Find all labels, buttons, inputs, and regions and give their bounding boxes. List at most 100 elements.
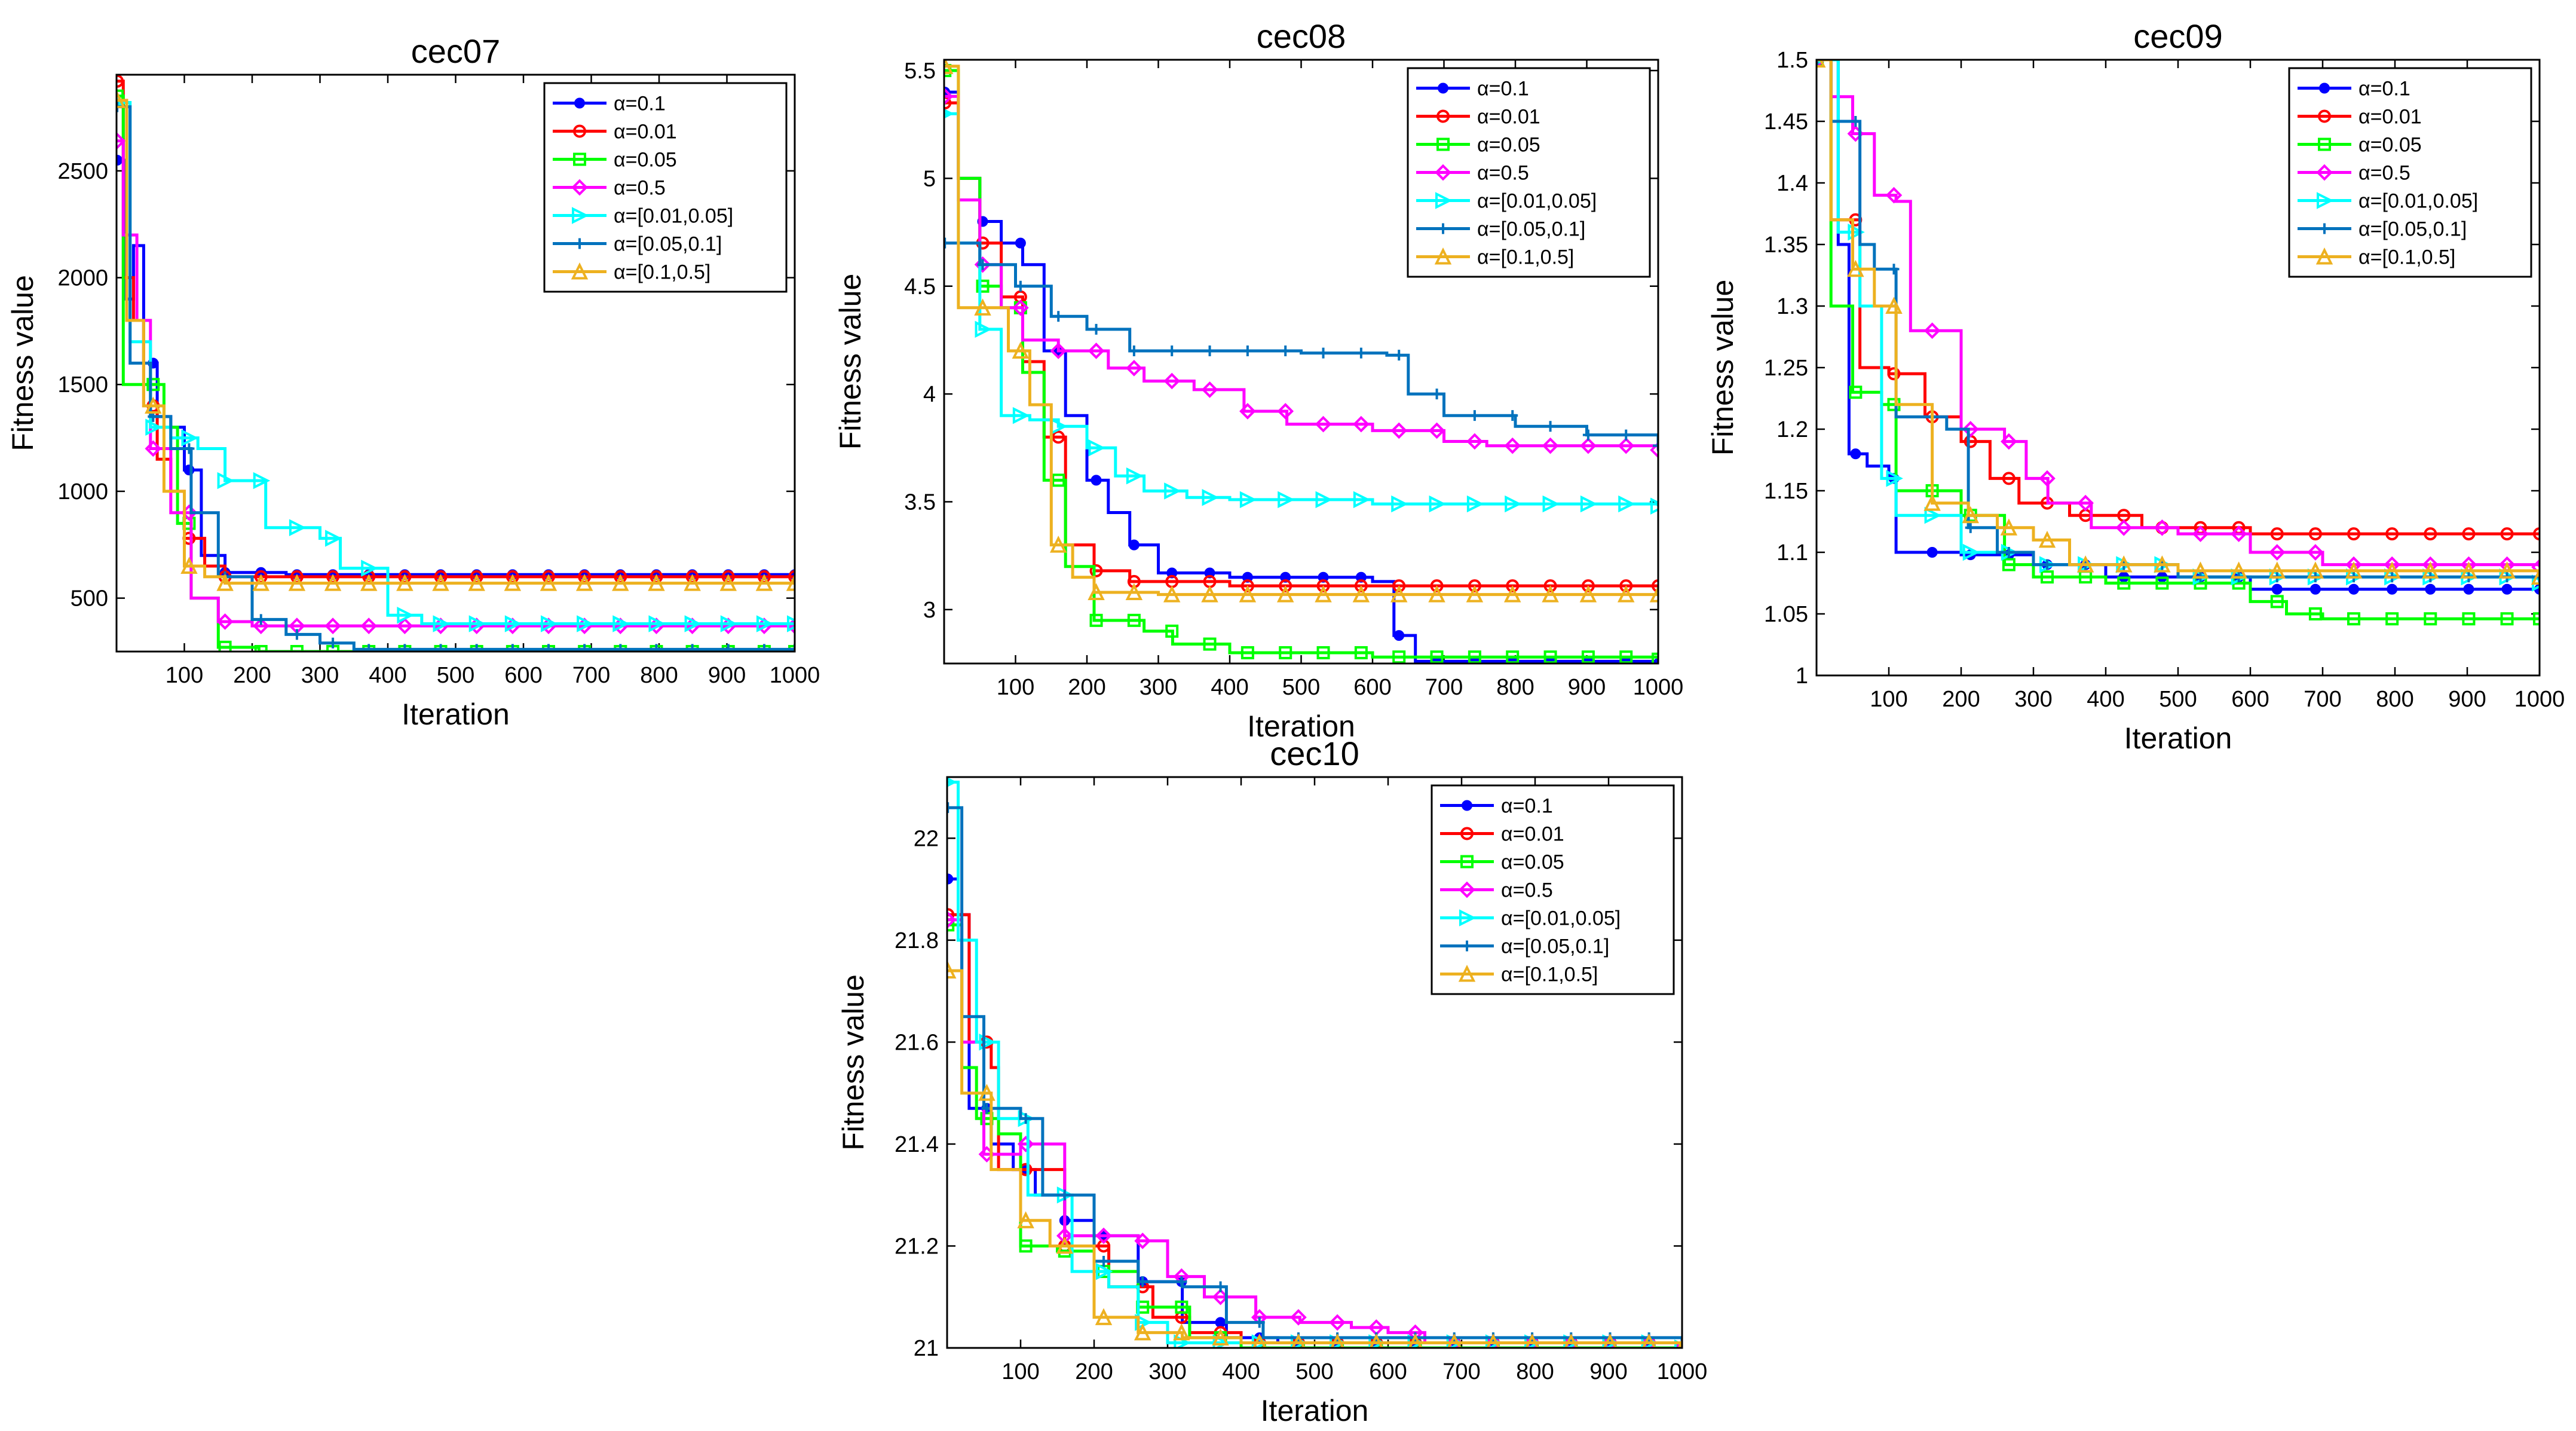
cec08-marker-alpha-0-1-0-5 xyxy=(1390,585,1408,603)
cec10-marker-alpha-0-5 xyxy=(1290,1309,1307,1326)
cec09-marker-alpha-0-5 xyxy=(2077,494,2094,512)
cec07-marker-alpha-0-01-0-05 xyxy=(397,607,414,624)
cec08-marker-alpha-0-05-0-1 xyxy=(1469,410,1480,421)
cec08-marker-alpha-0-01 xyxy=(1316,579,1330,593)
cec09-marker-alpha-0-05 xyxy=(2040,570,2054,584)
cec09-marker-alpha-0-1 xyxy=(2425,583,2436,595)
cec09-series-group xyxy=(1817,60,2540,626)
cec09-marker-alpha-0-1-0-5 xyxy=(2345,561,2363,579)
cec09-y-tick-label: 1.45 xyxy=(1764,109,1808,134)
cec09-x-tick-label: 200 xyxy=(1942,687,1980,712)
cec08-y-tick-label: 3 xyxy=(923,598,936,623)
cec08-title: cec08 xyxy=(1257,17,1346,55)
cec09-legend-marker-alpha-0-05 xyxy=(2318,137,2331,151)
cec10-y-tick-label: 21.6 xyxy=(895,1030,939,1055)
cec08-marker-alpha-0-01-0-05 xyxy=(1580,495,1598,513)
cec10-marker-alpha-0-05-0-1 xyxy=(1137,1276,1148,1288)
cec07-marker-alpha-0-05-0-1 xyxy=(291,629,302,640)
cec07-marker-alpha-0-05 xyxy=(146,378,160,392)
cec10-y-axis-label: Fitness value xyxy=(837,974,870,1151)
cec07-axes-frame xyxy=(115,74,796,653)
cec07-marker-alpha-0-01-0-05 xyxy=(540,615,558,632)
chart-cec09: cec09 Iteration Fitness value 100 200 300 400 5… xyxy=(1706,17,2565,755)
cec10-marker-alpha-0-1-0-5 xyxy=(1447,1334,1462,1348)
cec08-marker-alpha-0-5 xyxy=(1390,422,1408,439)
cec07-series-alpha-0-05-0-1 xyxy=(117,105,795,651)
cec10-x-axis-label: Iteration xyxy=(1261,1394,1369,1427)
cec09-series-alpha-0-05 xyxy=(1817,60,2540,620)
cec08-marker-alpha-0-5 xyxy=(1050,343,1067,359)
cec09-marker-alpha-0-1 xyxy=(2348,583,2360,595)
cec08-series-alpha-0-01-0-05 xyxy=(945,112,1658,506)
cec08-marker-alpha-0-1 xyxy=(1318,571,1329,583)
cec08-marker-alpha-0-01-0-05 xyxy=(1202,489,1220,506)
cec08-x-tick-label: 800 xyxy=(1496,675,1534,700)
cec09-marker-alpha-0-01 xyxy=(2347,527,2361,541)
cec09-marker-alpha-0-1 xyxy=(1926,547,1938,558)
cec08-marker-alpha-0-1-0-5 xyxy=(1012,341,1030,359)
cec09-marker-alpha-0-1-0-5 xyxy=(2192,561,2209,579)
cec08-marker-alpha-0-1 xyxy=(1393,630,1405,641)
cec10-legend-label: α=[0.01,0.05] xyxy=(1501,907,1621,930)
cec09-legend-marker-alpha-0-5 xyxy=(2316,164,2333,181)
cec10-marker-alpha-0-5 xyxy=(1212,1288,1229,1305)
cec09-x-tick-label: 100 xyxy=(1870,687,1907,712)
cec09-marker-alpha-0-05-0-1 xyxy=(1850,116,1861,127)
cec09-marker-alpha-0-05-0-1 xyxy=(1888,264,1900,275)
cec07-x-tick-label: 800 xyxy=(640,663,678,688)
cec09-marker-alpha-0-05 xyxy=(2155,576,2169,590)
cec10-marker-alpha-0-05-0-1 xyxy=(1215,1281,1226,1292)
cec10-marker-alpha-0-05-0-1 xyxy=(1098,1256,1109,1267)
cec08-marker-alpha-0-05-0-1 xyxy=(1091,323,1102,335)
cec09-y-tick-label: 1.2 xyxy=(1776,417,1808,442)
cec07-legend: α=0.1 α=0.01 α=0.05 α=0.5 α=[0.01,0.05] α=[0.… xyxy=(543,82,788,293)
cec07-marker-alpha-0-1-0-5 xyxy=(786,574,795,591)
cec07-marker-alpha-0-01-0-05 xyxy=(648,615,666,632)
cec10-marker-alpha-0-1-0-5 xyxy=(1134,1323,1151,1341)
cec09-marker-alpha-0-01 xyxy=(2002,472,2016,485)
cec08-y-tick-label: 4.5 xyxy=(904,274,936,299)
cec10-marker-alpha-0-05-0-1 xyxy=(1176,1276,1187,1288)
cec08-marker-alpha-0-05-0-1 xyxy=(1204,345,1215,356)
cec08-marker-alpha-0-01-0-05 xyxy=(1278,491,1295,509)
cec09-y-tick-label: 1.4 xyxy=(1776,171,1808,196)
cec10-legend-label: α=[0.05,0.1] xyxy=(1501,935,1609,958)
cec07-marker-alpha-0-05-0-1 xyxy=(758,644,770,652)
cec09-marker-alpha-0-1-0-5 xyxy=(2422,561,2439,579)
cec07-marker-alpha-0-01-0-05 xyxy=(433,615,451,632)
cec09-marker-alpha-0-1-0-5 xyxy=(2115,555,2133,573)
cec08-x-tick-label: 700 xyxy=(1425,675,1463,700)
cec09-series-alpha-0-05-0-1 xyxy=(1817,60,2540,579)
cec10-x-tick-label: 1000 xyxy=(1657,1359,1708,1384)
cec09-legend-marker-alpha-0-01-0-05 xyxy=(2317,192,2334,209)
cec10-y-tick-label: 22 xyxy=(914,826,939,851)
cec09-marker-alpha-0-1-0-5 xyxy=(2383,561,2401,579)
cec07-legend-label: α=[0.1,0.5] xyxy=(614,261,710,284)
cec08-marker-alpha-0-01-0-05 xyxy=(1542,495,1560,513)
cec08-marker-alpha-0-5 xyxy=(1163,372,1181,390)
cec08-marker-alpha-0-05-0-1 xyxy=(1621,429,1632,441)
cec10-title: cec10 xyxy=(1270,735,1359,772)
cec10-marker-alpha-0-1-0-5 xyxy=(1017,1211,1034,1228)
cec08-marker-alpha-0-05-0-1 xyxy=(1242,345,1253,356)
cec08-x-tick-label: 1000 xyxy=(1633,675,1684,700)
cec10-marker-alpha-0-5 xyxy=(1329,1314,1346,1331)
cec08-marker-alpha-0-01-0-05 xyxy=(1315,491,1333,509)
cec07-y-tick-label: 500 xyxy=(71,586,108,611)
cec08-y-tick-label: 4 xyxy=(923,382,936,407)
cec09-marker-alpha-0-1 xyxy=(2463,583,2474,595)
cec07-marker-alpha-0-1-0-5 xyxy=(719,574,737,591)
cec09-marker-alpha-0-5 xyxy=(1923,322,1941,340)
cec09-marker-alpha-0-01 xyxy=(2308,527,2322,541)
cec07-marker-alpha-0-1-0-5 xyxy=(468,574,485,591)
cec07-marker-alpha-0-05-0-1 xyxy=(687,644,698,652)
cec08-marker-alpha-0-5 xyxy=(1277,403,1294,420)
cec09-marker-alpha-0-01-0-05 xyxy=(1886,470,1903,487)
cec08-marker-alpha-0-01 xyxy=(1652,579,1658,593)
cec08-marker-alpha-0-5 xyxy=(1088,343,1105,359)
cec07-marker-alpha-0-05-0-1 xyxy=(543,644,554,652)
cec08-marker-alpha-0-5 xyxy=(1466,433,1483,450)
cec08-marker-alpha-0-01-0-05 xyxy=(1391,495,1408,513)
cec10-x-tick-label: 400 xyxy=(1222,1359,1260,1384)
